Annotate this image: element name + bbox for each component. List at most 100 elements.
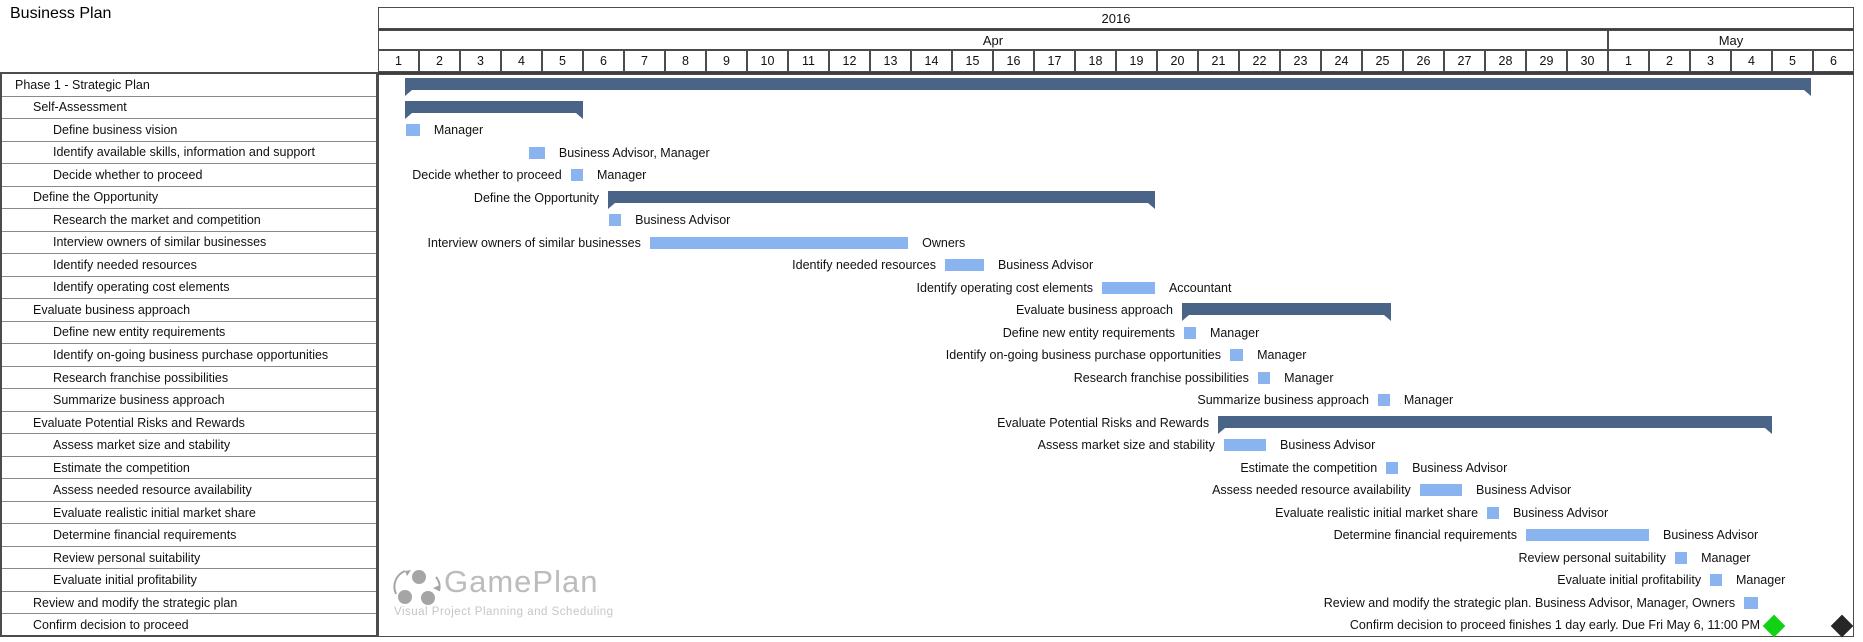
resource-label: Accountant (1168, 280, 1232, 295)
table-row[interactable]: Evaluate business approach (0, 299, 378, 322)
day-header-cell: 22 (1239, 50, 1280, 72)
year-header-cell: 2016 (378, 7, 1854, 29)
table-row[interactable]: Determine financial requirements (0, 524, 378, 547)
table-row[interactable]: Confirm decision to proceed (0, 614, 378, 637)
table-row[interactable]: Define business vision (0, 119, 378, 142)
task-name: Assess market size and stability (53, 438, 231, 453)
table-row[interactable]: Research franchise possibilities (0, 366, 378, 390)
task-name: Review and modify the strategic plan (33, 595, 238, 610)
bar-left-label: Identify on-going business purchase oppo… (945, 348, 1221, 363)
watermark: GamePlan Visual Project Planning and Sch… (392, 564, 652, 630)
day-header-cell: 2 (419, 50, 460, 72)
task-bar[interactable] (528, 146, 545, 159)
table-row[interactable]: Phase 1 - Strategic Plan (0, 74, 378, 97)
summary-bar-cap-left (405, 90, 413, 96)
table-row[interactable]: Summarize business approach (0, 389, 378, 412)
day-header-cell: 8 (665, 50, 706, 72)
task-name: Identify operating cost elements (53, 280, 230, 295)
task-bar[interactable] (1184, 326, 1196, 339)
task-bar[interactable] (570, 169, 583, 182)
bar-left-label: Review and modify the strategic plan. Bu… (1323, 595, 1736, 610)
day-header-cell: 17 (1034, 50, 1075, 72)
bar-left-label: Evaluate initial profitability (1557, 573, 1702, 588)
task-bar[interactable] (1710, 574, 1722, 587)
table-row[interactable]: Define the Opportunity (0, 186, 378, 210)
task-name: Summarize business approach (53, 393, 225, 408)
task-bar[interactable] (1487, 506, 1499, 519)
bar-left-label: Identify operating cost elements (916, 280, 1094, 295)
table-row[interactable]: Evaluate realistic initial market share (0, 501, 378, 525)
table-row[interactable]: Self-Assessment (0, 96, 378, 120)
table-row[interactable]: Assess market size and stability (0, 434, 378, 457)
day-header-cell: 24 (1321, 50, 1362, 72)
task-name: Determine financial requirements (53, 528, 237, 543)
task-bar[interactable] (1102, 281, 1155, 294)
page-title: Business Plan (10, 5, 112, 22)
task-bar[interactable] (1419, 484, 1463, 497)
table-row[interactable]: Estimate the competition (0, 456, 378, 480)
day-header-cell: 14 (911, 50, 952, 72)
table-row[interactable]: Identify operating cost elements (0, 276, 378, 300)
day-header-cell: 11 (788, 50, 829, 72)
task-bar[interactable] (1386, 461, 1399, 474)
table-row[interactable]: Research the market and competition (0, 209, 378, 232)
day-header-cell: 28 (1485, 50, 1526, 72)
summary-bar[interactable] (1182, 303, 1391, 322)
task-name: Phase 1 - Strategic Plan (15, 77, 150, 92)
day-header-cell: 13 (870, 50, 911, 72)
task-name: Define the Opportunity (33, 190, 159, 205)
table-row[interactable]: Identify needed resources (0, 254, 378, 277)
table-row[interactable]: Evaluate Potential Risks and Rewards (0, 411, 378, 435)
task-bar[interactable] (1257, 371, 1271, 384)
task-bar[interactable] (1526, 529, 1649, 542)
bar-left-label: Research franchise possibilities (1073, 370, 1249, 385)
summary-bar[interactable] (608, 190, 1155, 209)
task-name: Self-Assessment (33, 100, 127, 115)
task-bar[interactable] (1674, 551, 1688, 564)
task-bar[interactable] (945, 259, 984, 272)
summary-bar-cap-left (608, 202, 615, 209)
table-row[interactable]: Decide whether to proceed (0, 164, 378, 187)
task-bar[interactable] (405, 124, 420, 137)
task-bar[interactable] (649, 236, 909, 249)
table-row[interactable]: Interview owners of similar businesses (0, 231, 378, 255)
day-header-cell: 7 (624, 50, 665, 72)
table-row[interactable]: Identify on-going business purchase oppo… (0, 344, 378, 367)
summary-bar-cap-right (1383, 315, 1391, 322)
summary-bar-cap-left (405, 112, 413, 119)
summary-bar[interactable] (1218, 415, 1772, 434)
day-header-cell: 4 (501, 50, 542, 72)
summary-bar-cap-right (1147, 202, 1155, 209)
table-row[interactable]: Identify available skills, information a… (0, 141, 378, 165)
task-bar[interactable] (1229, 349, 1244, 362)
task-bar[interactable] (1744, 596, 1759, 609)
day-header-cell: 26 (1403, 50, 1444, 72)
day-header-cell: 19 (1116, 50, 1157, 72)
table-row[interactable]: Review and modify the strategic plan (0, 591, 378, 615)
resource-label: Business Advisor (1412, 460, 1508, 475)
day-header-cell: 12 (829, 50, 870, 72)
task-name: Decide whether to proceed (53, 167, 203, 182)
task-name: Assess needed resource availability (53, 483, 252, 498)
task-name: Research franchise possibilities (53, 370, 229, 385)
task-bar[interactable] (1223, 439, 1267, 452)
task-name: Interview owners of similar businesses (53, 235, 267, 250)
table-row[interactable]: Define new entity requirements (0, 321, 378, 345)
task-bar[interactable] (608, 214, 622, 227)
watermark-tagline: Visual Project Planning and Scheduling (394, 606, 614, 618)
bar-left-label: Define the Opportunity (473, 190, 599, 205)
table-row[interactable]: Review personal suitability (0, 546, 378, 570)
summary-bar[interactable] (405, 78, 1811, 96)
resource-label: Business Advisor (1476, 483, 1572, 498)
day-header-cell: 3 (1690, 50, 1731, 72)
table-row[interactable]: Assess needed resource availability (0, 479, 378, 502)
table-row[interactable]: Evaluate initial profitability (0, 569, 378, 592)
resource-label: Business Advisor (1663, 528, 1759, 543)
task-bar[interactable] (1377, 394, 1390, 407)
resource-label: Manager (1284, 370, 1334, 385)
day-header-cell: 21 (1198, 50, 1239, 72)
bar-left-label: Define new entity requirements (1002, 325, 1176, 340)
task-name: Review personal suitability (53, 550, 201, 565)
summary-bar[interactable] (405, 100, 583, 119)
